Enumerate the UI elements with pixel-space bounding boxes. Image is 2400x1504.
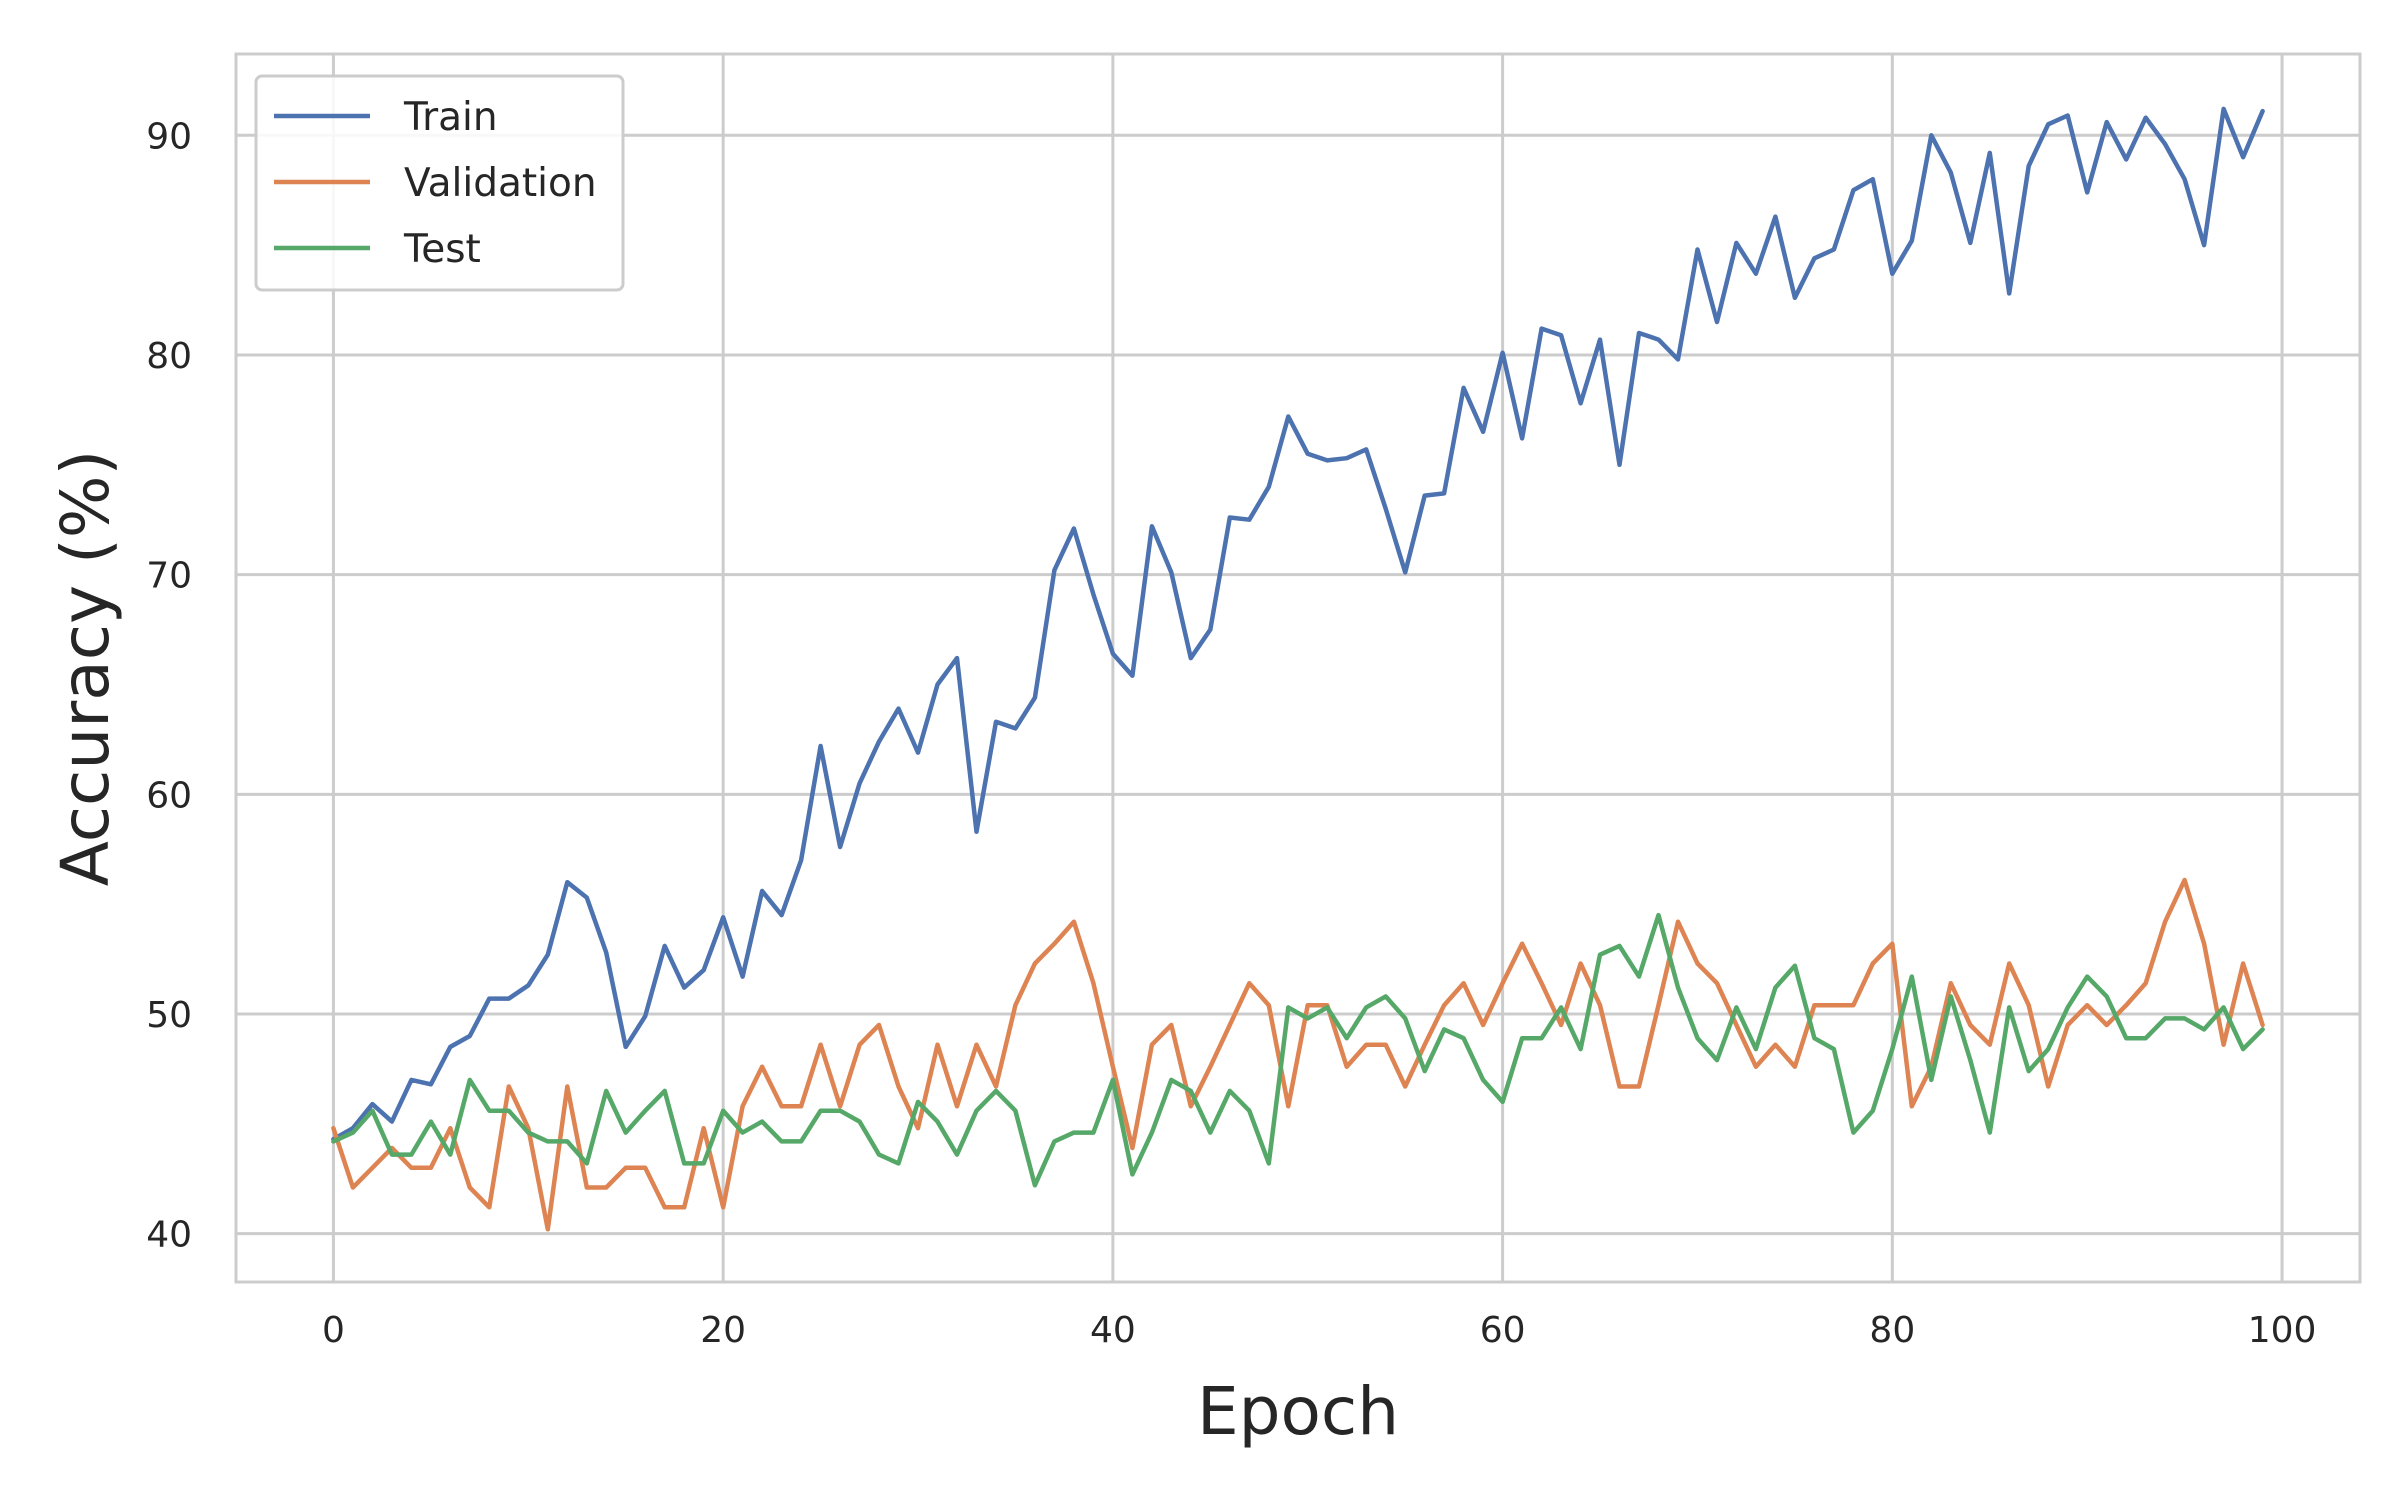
x-axis-label: Epoch — [1197, 1373, 1399, 1450]
x-tick-label: 80 — [1869, 1310, 1915, 1351]
legend: Train Validation Test — [254, 74, 625, 292]
legend-label: Validation — [404, 161, 597, 206]
x-tick-label: 60 — [1480, 1310, 1526, 1351]
x-tick-label: 20 — [700, 1310, 746, 1351]
series-line-validation — [331, 877, 2265, 1232]
y-tick-label: 60 — [146, 775, 192, 816]
y-tick-label: 40 — [146, 1215, 192, 1256]
y-axis-label: Accuracy (%) — [47, 450, 124, 887]
x-tick-label: 100 — [2248, 1310, 2317, 1351]
x-tick-label: 40 — [1090, 1310, 1136, 1351]
y-tick-label: 90 — [146, 116, 192, 157]
legend-label: Train — [403, 95, 498, 140]
y-tick-label: 80 — [146, 336, 192, 377]
series-line-test — [331, 912, 2265, 1188]
y-tick-label: 50 — [146, 995, 192, 1036]
series-line-train — [331, 106, 2265, 1142]
x-tick-label: 0 — [322, 1310, 345, 1351]
y-tick-label: 70 — [146, 556, 192, 597]
tick-labels: 0 20 40 60 80 100 40 50 60 70 80 90 — [146, 116, 2316, 1351]
legend-label: Test — [403, 227, 481, 272]
plot-lines — [331, 106, 2265, 1232]
legend-box — [254, 74, 625, 292]
plot-frame — [234, 52, 2362, 1284]
